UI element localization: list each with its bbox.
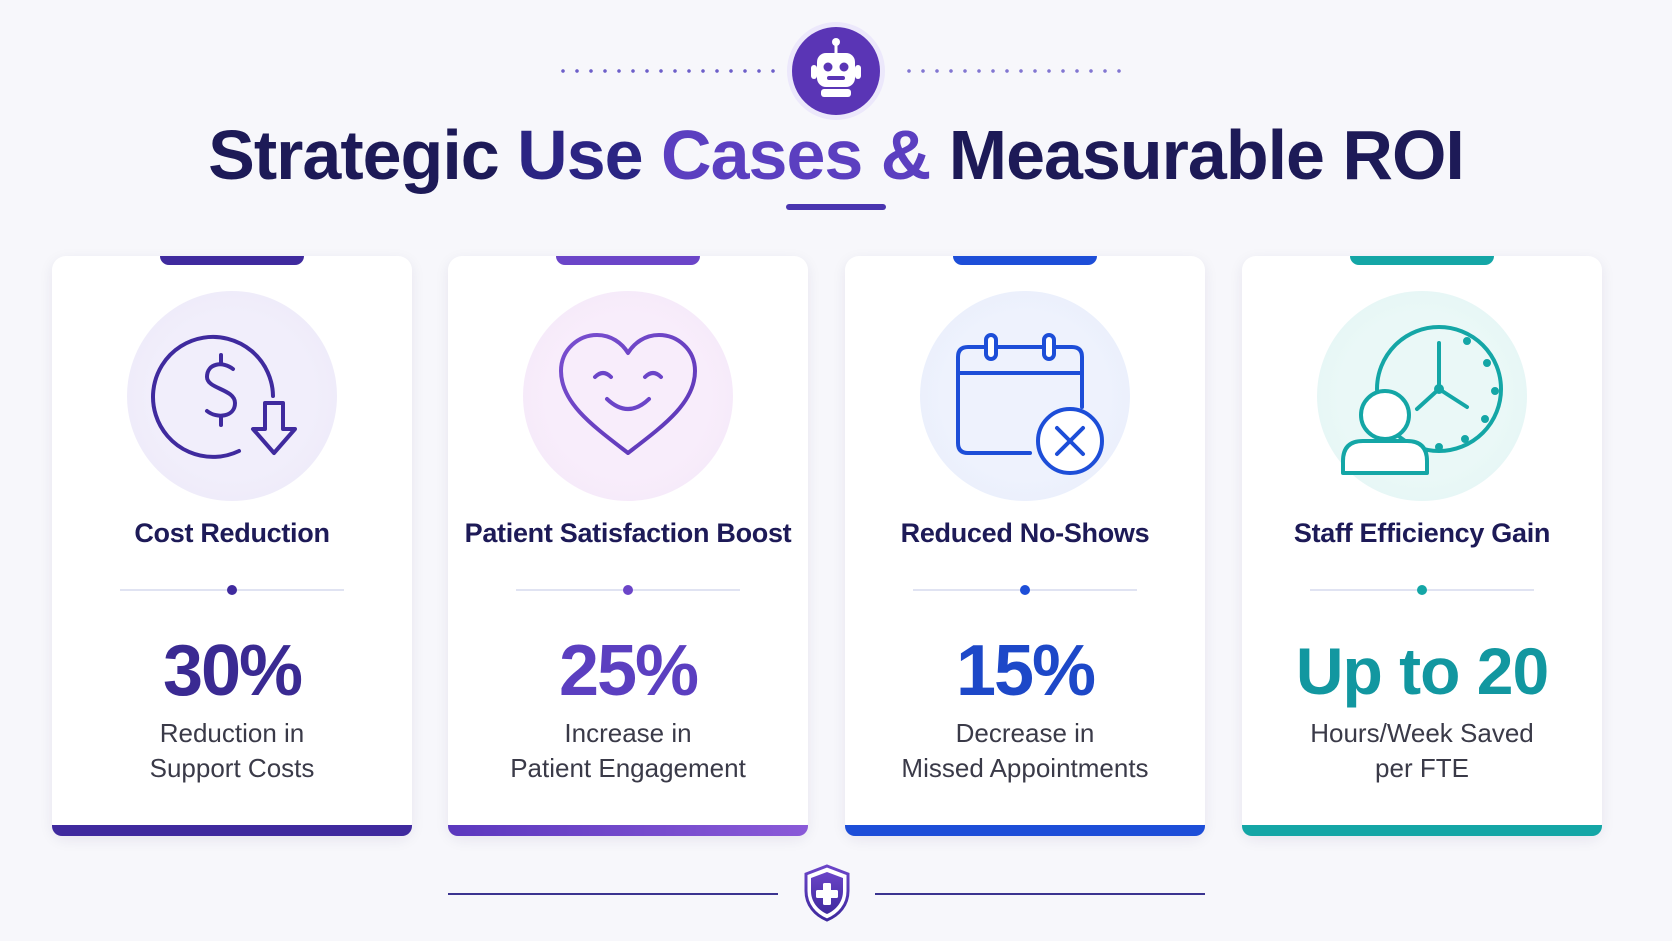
divider-dot — [1417, 585, 1427, 595]
card-bottom-bar — [1242, 825, 1602, 836]
card-patient-satisfaction: Patient Satisfaction Boost 25% Increase … — [448, 256, 808, 836]
card-bottom-bar — [448, 825, 808, 836]
card-top-tab — [1350, 256, 1494, 265]
robot-icon — [792, 27, 880, 115]
divider-dot — [1020, 585, 1030, 595]
medical-shield-icon — [802, 863, 852, 923]
title-word-cases: Cases — [661, 116, 863, 194]
footer-line-right — [875, 893, 1205, 895]
metric-description-line: Support Costs — [149, 753, 315, 783]
divider-dot — [623, 585, 633, 595]
page-title: Strategic Use Cases & Measurable ROI — [0, 112, 1672, 198]
metric-value: 15% — [955, 631, 1096, 711]
metric-value: 25% — [558, 631, 699, 711]
header: Strategic Use Cases & Measurable ROI — [0, 0, 1672, 220]
metric-description: Reduction in Support Costs — [52, 716, 412, 786]
footer-line-left — [448, 893, 778, 895]
card-cost-reduction: Cost Reduction 30% Reduction in Support … — [52, 256, 412, 836]
person-clock-icon — [1317, 291, 1527, 501]
metric-description-line: Patient Engagement — [510, 753, 746, 783]
metric-description: Hours/Week Saved per FTE — [1242, 716, 1602, 786]
card-bottom-bar — [845, 825, 1205, 836]
title-ampersand: & — [880, 116, 932, 194]
card-bottom-bar — [52, 825, 412, 836]
title-underline — [786, 204, 886, 210]
dollar-down-arrow-icon — [127, 291, 337, 501]
divider-dot — [227, 585, 237, 595]
title-word-strategic: Strategic — [208, 116, 500, 194]
smiling-heart-icon — [523, 291, 733, 501]
card-staff-efficiency: Staff Efficiency Gain Up to 20 Hours/Wee… — [1242, 256, 1602, 836]
title-word-use: Use — [517, 116, 643, 194]
metric-description-line: per FTE — [1375, 753, 1469, 783]
card-title: Patient Satisfaction Boost — [464, 518, 792, 548]
metric-description: Decrease in Missed Appointments — [845, 716, 1205, 786]
metric-description-line: Increase in — [564, 718, 692, 748]
metric-description-line: Reduction in — [159, 718, 305, 748]
card-title: Cost Reduction — [134, 518, 330, 548]
card-title: Staff Efficiency Gain — [1293, 518, 1551, 548]
title-words-measurable-roi: Measurable ROI — [948, 116, 1465, 194]
card-reduced-no-shows: Reduced No-Shows 15% Decrease in Missed … — [845, 256, 1205, 836]
metric-description-line: Missed Appointments — [901, 753, 1149, 783]
card-top-tab — [953, 256, 1097, 265]
metric-description-line: Hours/Week Saved — [1310, 718, 1534, 748]
metric-value: Up to 20 — [1295, 634, 1549, 708]
card-top-tab — [160, 256, 304, 265]
card-title: Reduced No-Shows — [900, 518, 1150, 548]
metric-description-line: Decrease in — [955, 718, 1095, 748]
decorative-dots-right — [902, 69, 1122, 73]
metric-description: Increase in Patient Engagement — [448, 716, 808, 786]
card-top-tab — [556, 256, 700, 265]
metric-value: 30% — [162, 631, 303, 711]
calendar-cancel-icon — [920, 291, 1130, 501]
decorative-dots-left — [556, 69, 776, 73]
